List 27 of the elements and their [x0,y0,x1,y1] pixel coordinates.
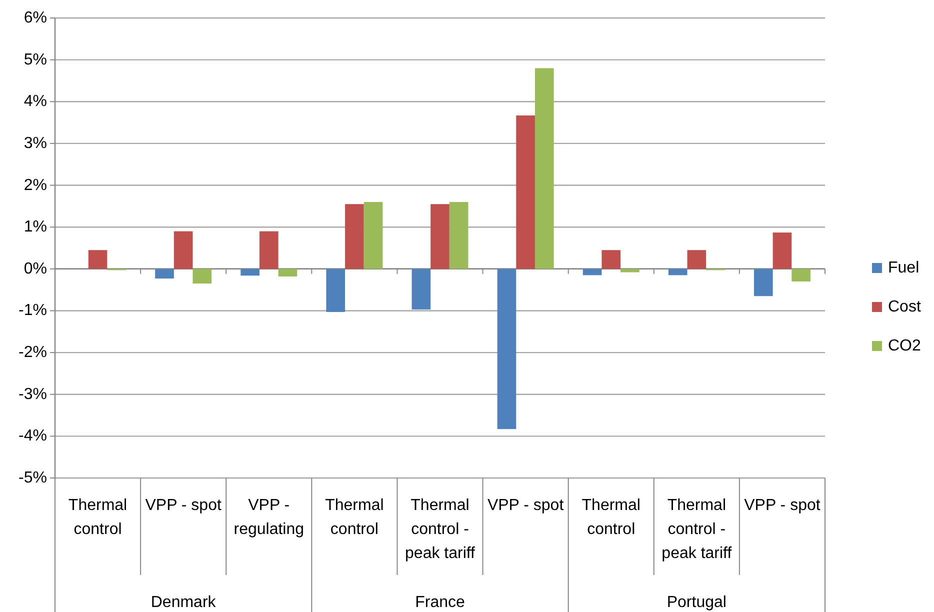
y-tick-label: 5% [24,51,47,68]
y-tick-label: 6% [24,10,47,26]
y-tick-label: -5% [18,470,47,486]
x-tick-label: VPP - spot [744,497,821,514]
y-tick-label: 4% [24,93,47,110]
x-tick-label: VPP - spot [487,497,564,514]
y-tick-label: -3% [18,386,47,403]
y-tick-label: -2% [18,344,47,362]
legend-label: CO2 [888,338,921,354]
x-tick-label: Thermal control [325,497,384,538]
x-tick-label: Thermal control - peak tariff [405,497,476,562]
legend-label: Cost [888,298,922,316]
y-tick-label: -1% [18,302,47,320]
text: France [415,594,465,611]
y-tick-label: 1% [24,218,47,236]
x-tick-label: VPP - spot [145,497,222,514]
x-tick-label: Thermal control - peak tariff [662,497,732,562]
text: Portugal [666,594,726,611]
text: Denmark [150,594,217,611]
x-tick-label: VPP - regulating [234,497,304,538]
x-tick-label: Thermal control [68,497,128,538]
y-tick-label: 3% [24,134,47,152]
y-tick-label: -4% [18,428,47,445]
y-tick-label: 2% [24,176,47,194]
y-tick-label: 0% [24,260,47,278]
x-tick-label: Thermal control [582,497,640,538]
legend-label: Fuel [888,260,920,276]
